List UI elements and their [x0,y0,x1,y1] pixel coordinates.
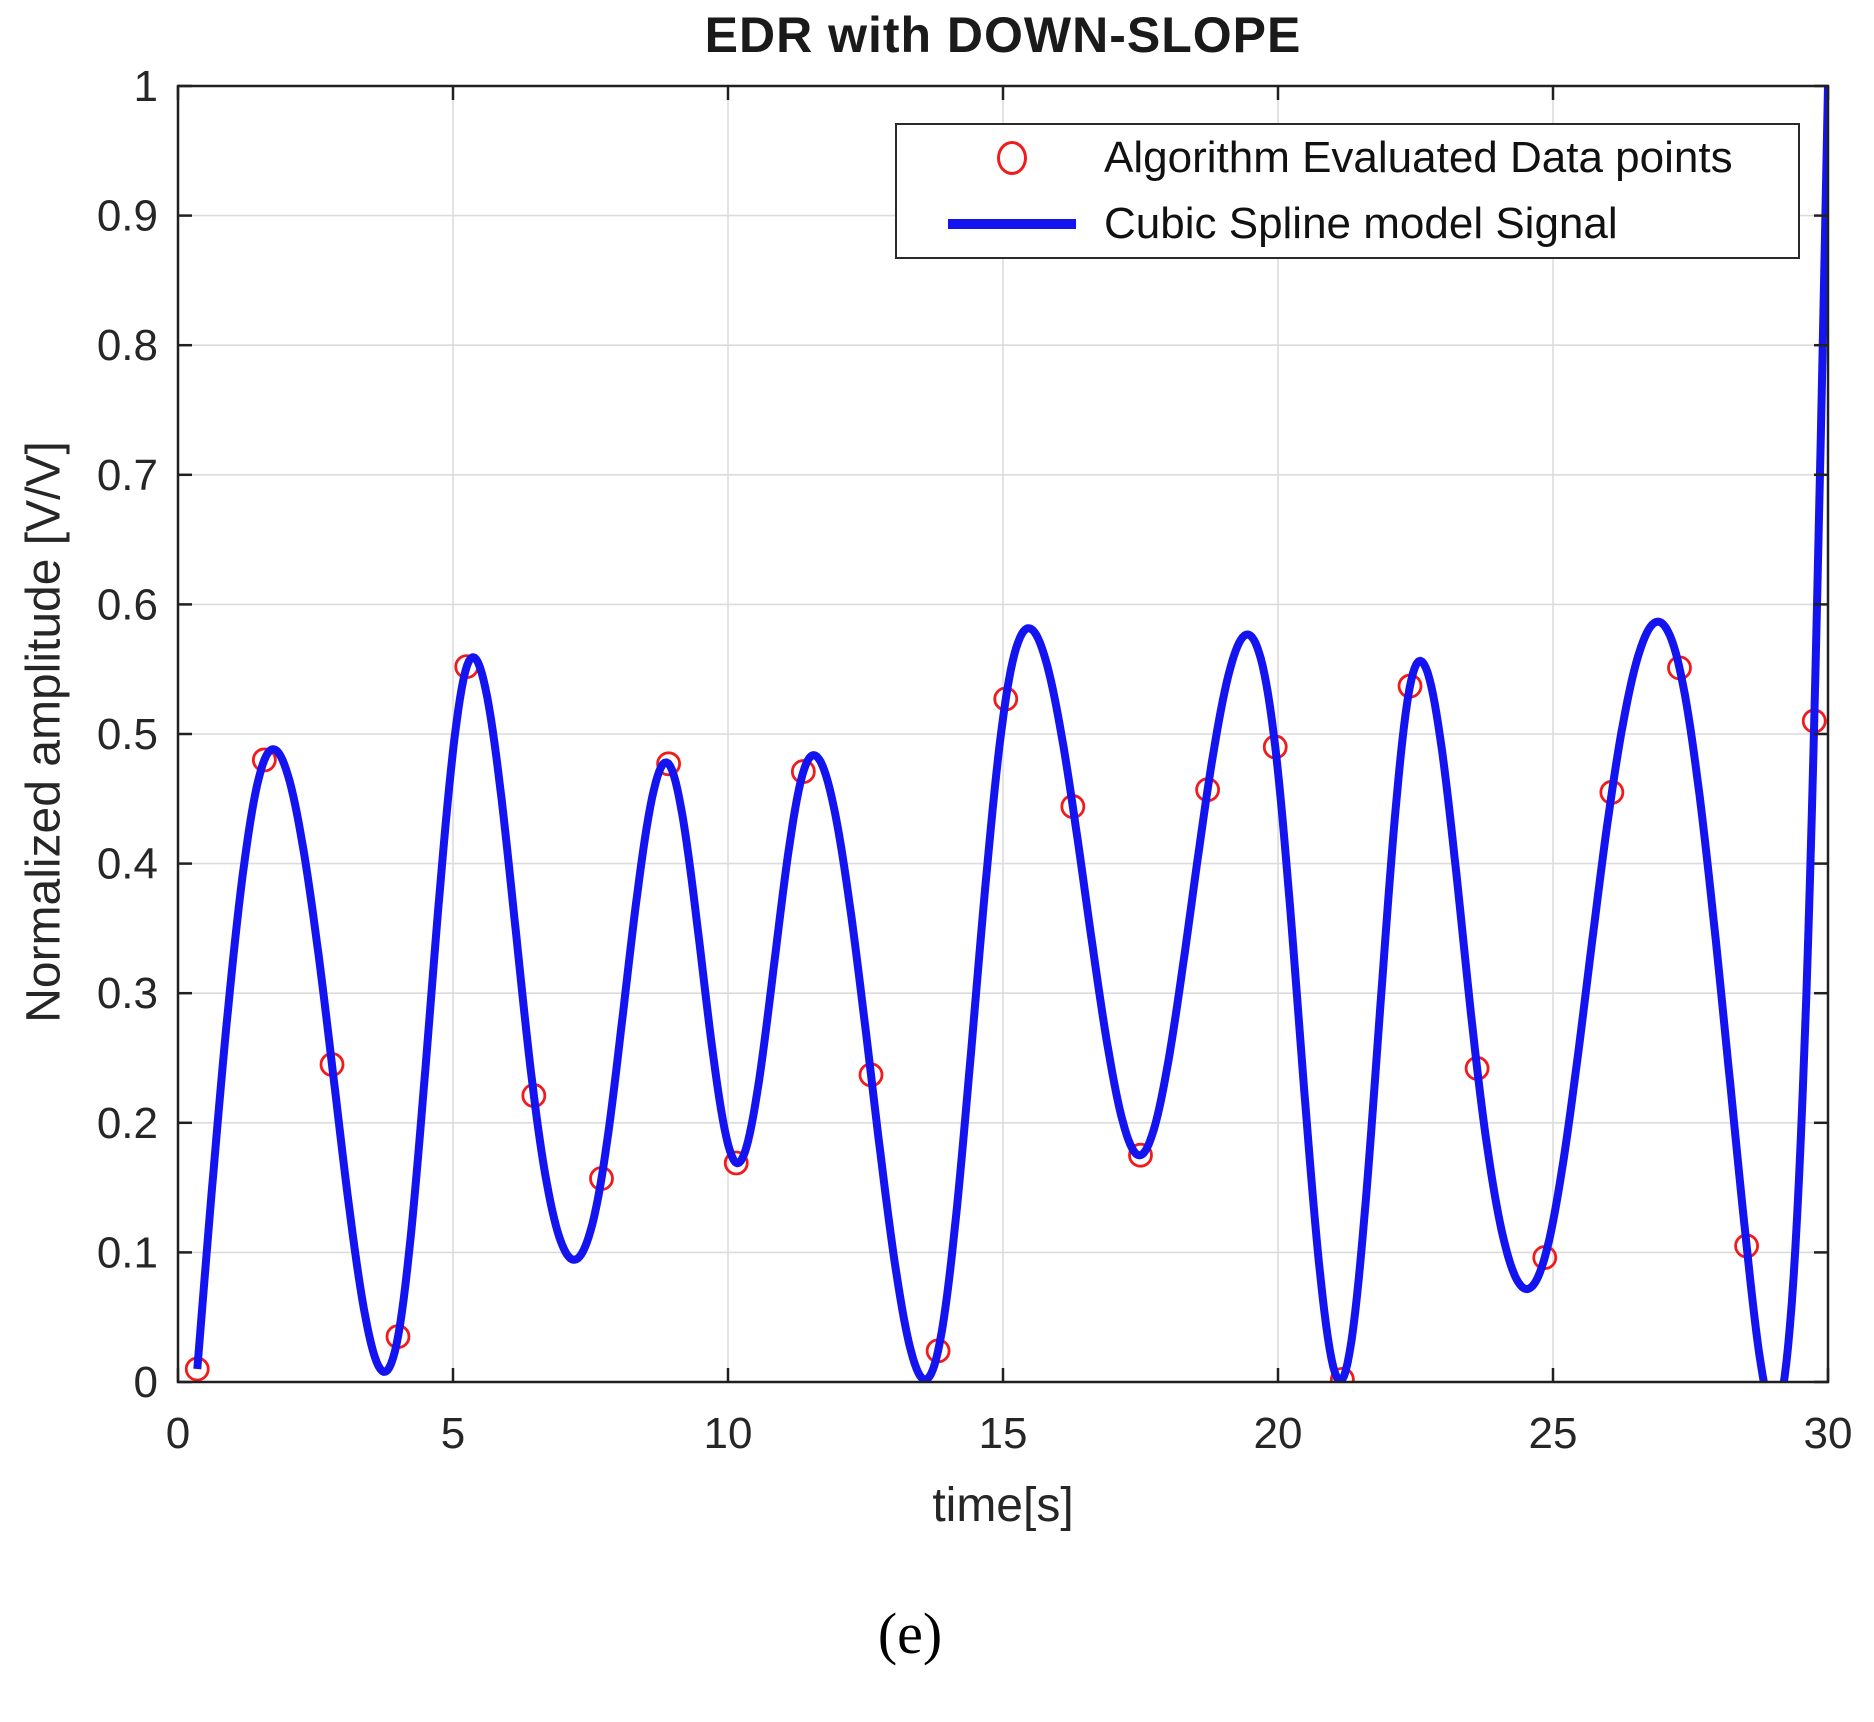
y-tick-label: 0.7 [97,451,158,500]
y-tick-label: 0.5 [97,710,158,759]
series-layer [184,86,1828,1382]
x-tick-label: 0 [166,1409,190,1458]
figure-caption: (e) [877,1601,943,1666]
y-tick-label: 0 [134,1358,158,1407]
y-tick-label: 0.1 [97,1228,158,1277]
x-tick-label: 20 [1254,1409,1303,1458]
y-tick-label: 0.3 [97,969,158,1018]
x-tick-label: 10 [704,1409,753,1458]
line-sample-icon [947,218,1076,229]
y-tick-label: 0.9 [97,192,158,241]
x-axis-label: time[s] [932,1479,1074,1532]
legend-label: Algorithm Evaluated Data points [1104,133,1733,183]
legend-label: Cubic Spline model Signal [1104,198,1618,248]
y-axis-label: Normalized amplitude [V/V] [17,441,71,1023]
axis-ticks [176,84,1830,1384]
y-tick-labels: 0 0.1 0.2 0.3 0.4 0.5 0.6 0.7 0.8 0.9 1 [97,62,158,1407]
x-tick-labels: 0 5 10 15 20 25 30 [166,1409,1853,1458]
data-point-marker [656,751,681,777]
y-tick-label: 0.4 [97,840,158,889]
open-circle-icon [996,141,1027,176]
x-tick-label: 5 [441,1409,465,1458]
chart-title: EDR with DOWN-SLOPE [704,7,1302,63]
data-point-marker [723,1150,749,1176]
legend-line-marker-icon [897,218,1104,229]
data-point-marker [1128,1142,1153,1168]
legend-entry: Algorithm Evaluated Data points [897,126,1798,190]
y-tick-label: 0.2 [97,1099,158,1148]
y-tick-label: 0.6 [97,580,158,629]
x-tick-label: 15 [979,1409,1028,1458]
y-tick-label: 1 [134,62,158,111]
legend: Algorithm Evaluated Data points Cubic Spl… [895,123,1800,259]
x-tick-label: 30 [1804,1409,1853,1458]
legend-entry: Cubic Spline model Signal [897,192,1798,256]
spline-curve [193,86,1828,1382]
x-tick-label: 25 [1529,1409,1578,1458]
y-tick-label: 0.8 [97,321,158,370]
legend-circle-marker-icon [897,141,1104,176]
